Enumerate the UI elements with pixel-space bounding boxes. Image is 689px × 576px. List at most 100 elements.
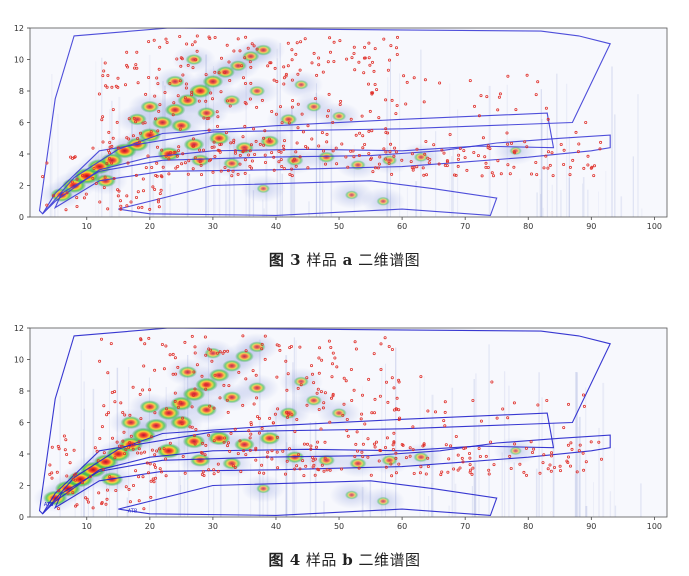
region-outline (38, 328, 611, 515)
peak-marker (470, 472, 474, 476)
peak-marker (309, 444, 313, 448)
peak-marker (342, 376, 346, 380)
peak-marker (156, 129, 160, 133)
peak-marker (383, 445, 387, 449)
peak-marker (207, 347, 211, 351)
peak-marker (446, 470, 450, 474)
peak-marker (191, 167, 195, 171)
peak-marker (421, 444, 425, 448)
hot-spot (331, 111, 347, 121)
peak-marker (75, 177, 79, 181)
peak-marker (424, 139, 428, 143)
peak-marker (346, 434, 350, 438)
peak-marker (352, 155, 356, 159)
peak-marker (125, 50, 129, 54)
peak-marker (63, 448, 67, 452)
peak-marker (506, 163, 510, 167)
figure-caption-a: 图 3 样品 a 二维谱图 (0, 249, 689, 270)
peak-marker (113, 400, 117, 404)
peak-marker (568, 165, 572, 169)
y-tick-label: 12 (14, 24, 24, 33)
peak-marker (195, 34, 199, 38)
peak-marker (178, 35, 182, 39)
peak-marker (244, 148, 248, 152)
peak-marker (452, 173, 456, 177)
peak-marker (581, 451, 585, 455)
peak-marker (65, 452, 69, 456)
peak-marker (267, 137, 271, 141)
peak-marker (130, 443, 134, 447)
peak-marker (385, 436, 389, 440)
peak-marker (320, 131, 324, 135)
peak-marker (139, 417, 143, 421)
y-tick-label: 10 (14, 56, 24, 65)
peak-marker (426, 456, 430, 460)
peak-marker (243, 56, 247, 60)
x-tick-label: 90 (586, 522, 596, 531)
peak-marker (98, 200, 102, 204)
peak-marker (317, 468, 321, 472)
peak-marker (105, 413, 109, 417)
peak-marker (310, 372, 314, 376)
peak-marker (141, 475, 145, 479)
peak-marker (562, 148, 566, 152)
peak-marker (512, 401, 516, 405)
peak-marker (250, 42, 254, 46)
peak-marker (65, 474, 69, 478)
peak-marker (448, 132, 452, 136)
peak-marker (241, 149, 245, 153)
peak-marker (116, 194, 120, 198)
y-tick-label: 2 (19, 482, 24, 491)
peak-marker (468, 456, 472, 460)
peak-marker (217, 71, 221, 75)
peak-marker (331, 121, 335, 125)
peak-marker (301, 130, 305, 134)
peak-marker (367, 56, 371, 60)
x-tick-label: 40 (271, 522, 281, 531)
peak-marker (155, 76, 159, 80)
peak-marker (298, 68, 302, 72)
peak-marker (323, 162, 327, 166)
y-tick-label: 10 (14, 356, 24, 365)
peak-marker (372, 69, 376, 73)
peak-marker (243, 82, 247, 86)
peak-marker (191, 137, 195, 141)
peak-marker (179, 56, 183, 60)
peak-marker (198, 148, 202, 152)
peak-marker (149, 495, 153, 499)
y-tick-label: 0 (19, 213, 24, 222)
peak-marker (384, 150, 388, 154)
peak-marker (108, 475, 112, 479)
peak-marker (207, 433, 211, 437)
peak-marker (445, 159, 449, 163)
peak-marker (272, 155, 276, 159)
hot-spot (254, 44, 272, 56)
peak-marker (437, 162, 441, 166)
hot-spot (350, 160, 366, 171)
peak-marker (295, 418, 299, 422)
peak-marker (319, 390, 323, 394)
peak-marker (248, 164, 252, 168)
peak-marker (228, 79, 232, 83)
peak-marker (241, 76, 245, 80)
peak-marker (409, 160, 413, 164)
peak-marker (141, 177, 145, 181)
peak-marker (137, 499, 141, 503)
peak-marker (290, 105, 294, 109)
peak-marker (126, 161, 130, 165)
peak-marker (102, 186, 106, 190)
hot-spot (344, 190, 359, 200)
peak-marker (158, 103, 162, 107)
peak-marker (194, 427, 198, 431)
peak-marker (468, 79, 472, 83)
peak-marker (231, 464, 235, 468)
peak-marker (456, 453, 460, 457)
peak-marker (84, 192, 88, 196)
peak-marker (300, 112, 304, 116)
peak-marker (577, 142, 581, 146)
peak-marker (512, 150, 516, 154)
peak-marker (119, 204, 123, 208)
peak-marker (263, 160, 267, 164)
peak-marker (577, 449, 581, 453)
peak-marker (366, 82, 370, 86)
